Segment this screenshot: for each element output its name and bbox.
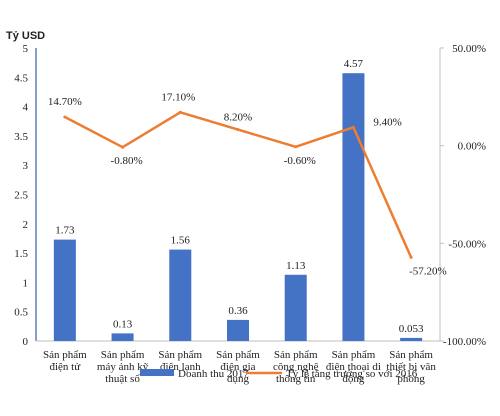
x-tick-label: điện thoại di [326, 361, 381, 373]
y-left-tick-label: 0.5 [14, 307, 28, 319]
x-tick-label: thiết bị văn [386, 361, 436, 373]
bar [284, 274, 307, 341]
bar-value-label: 1.73 [55, 225, 75, 237]
bar [111, 333, 134, 341]
y-right-tick-label: 0.00% [458, 141, 486, 153]
y-left-tick-label: 3 [23, 160, 29, 172]
y-left-tick-label: 1 [23, 277, 29, 289]
y-left-ticks: 0 0.5 1 1.5 2 2.5 3 3.5 4 4.5 5 [14, 43, 28, 348]
line-point [294, 145, 298, 149]
x-tick-label: máy ảnh kỹ [97, 361, 149, 373]
x-tick-label: công nghệ [273, 361, 319, 373]
line-value-label: -57.20% [409, 265, 447, 277]
line-value-label: 8.20% [224, 112, 252, 124]
line-value-label: -0.60% [284, 155, 316, 167]
legend: Doanh thu 2017 Tỷ lệ tăng trưởng so với … [140, 368, 418, 380]
bar [227, 319, 249, 341]
y-left-axis-title: Tỷ USD [6, 30, 45, 42]
line-series [63, 110, 413, 259]
y-left-tick-label: 4.5 [14, 72, 28, 84]
x-tick-label: Sản phẩm [158, 349, 202, 361]
y-left-tick-label: 2 [23, 219, 29, 231]
x-tick-label: Sản phẩm [274, 349, 318, 361]
line-point [409, 255, 413, 259]
bar [400, 337, 423, 341]
x-tick-label: Sản phẩm [101, 349, 145, 361]
x-tick-label: thuật số [105, 373, 140, 385]
y-left-tick-label: 2.5 [14, 190, 28, 202]
y-right-tick-label: -50.00% [448, 238, 486, 250]
bar-data-labels: 1.73 0.13 1.56 0.36 1.13 4.57 0.053 [55, 58, 424, 335]
y-left-tick-label: 3.5 [14, 131, 28, 143]
bar-value-label: 1.13 [286, 260, 306, 272]
x-tick-label: Sản phẩm [389, 349, 433, 361]
y-right-tick-label: -100.00% [443, 336, 486, 348]
bar [169, 249, 192, 341]
x-tick-label: thông tin [276, 373, 316, 385]
line-point [236, 128, 240, 132]
bar [342, 73, 365, 341]
x-tick-label: Sản phẩm [216, 349, 260, 361]
bar-value-label: 0.053 [399, 323, 424, 335]
x-tick-label: dụng [227, 373, 250, 385]
legend-label-line: Tỷ lệ tăng trưởng so với 2016 [286, 368, 418, 380]
y-left-tick-label: 5 [23, 43, 29, 55]
bar-value-label: 0.36 [228, 305, 248, 317]
line-point [351, 125, 355, 129]
legend-label-bar: Doanh thu 2017 [178, 368, 249, 380]
line-value-label: 14.70% [48, 96, 82, 108]
bar-value-label: 4.57 [344, 58, 364, 70]
line-point [121, 145, 125, 149]
line-value-label: 9.40% [373, 116, 401, 128]
y-left-tick-label: 1.5 [14, 248, 28, 260]
x-tick-label: điện gia [220, 361, 255, 373]
x-tick-label: động [342, 373, 365, 385]
y-right-tick-label: 50.00% [452, 43, 486, 55]
line-point [63, 115, 67, 119]
y-left-tick-label: 0 [23, 336, 29, 348]
line-value-label: -0.80% [111, 155, 143, 167]
legend-swatch-bar [140, 369, 174, 376]
x-tick-label: phòng [397, 373, 425, 385]
line-data-labels: 14.70% -0.80% 17.10% 8.20% -0.60% 9.40% -57.20… [48, 91, 447, 277]
bar [53, 239, 76, 341]
x-tick-label: điện tử [49, 361, 81, 373]
x-tick-label: Sản phẩm [332, 349, 376, 361]
plot-frame [35, 48, 441, 342]
line-value-label: 17.10% [161, 91, 195, 103]
x-tick-label: Sản phẩm [43, 349, 87, 361]
bar-value-label: 1.56 [171, 235, 191, 247]
bar-value-label: 0.13 [113, 318, 133, 330]
y-right-ticks: -100.00% -50.00% 0.00% 50.00% [440, 43, 486, 348]
line-point [178, 110, 182, 114]
y-left-tick-label: 4 [23, 102, 29, 114]
